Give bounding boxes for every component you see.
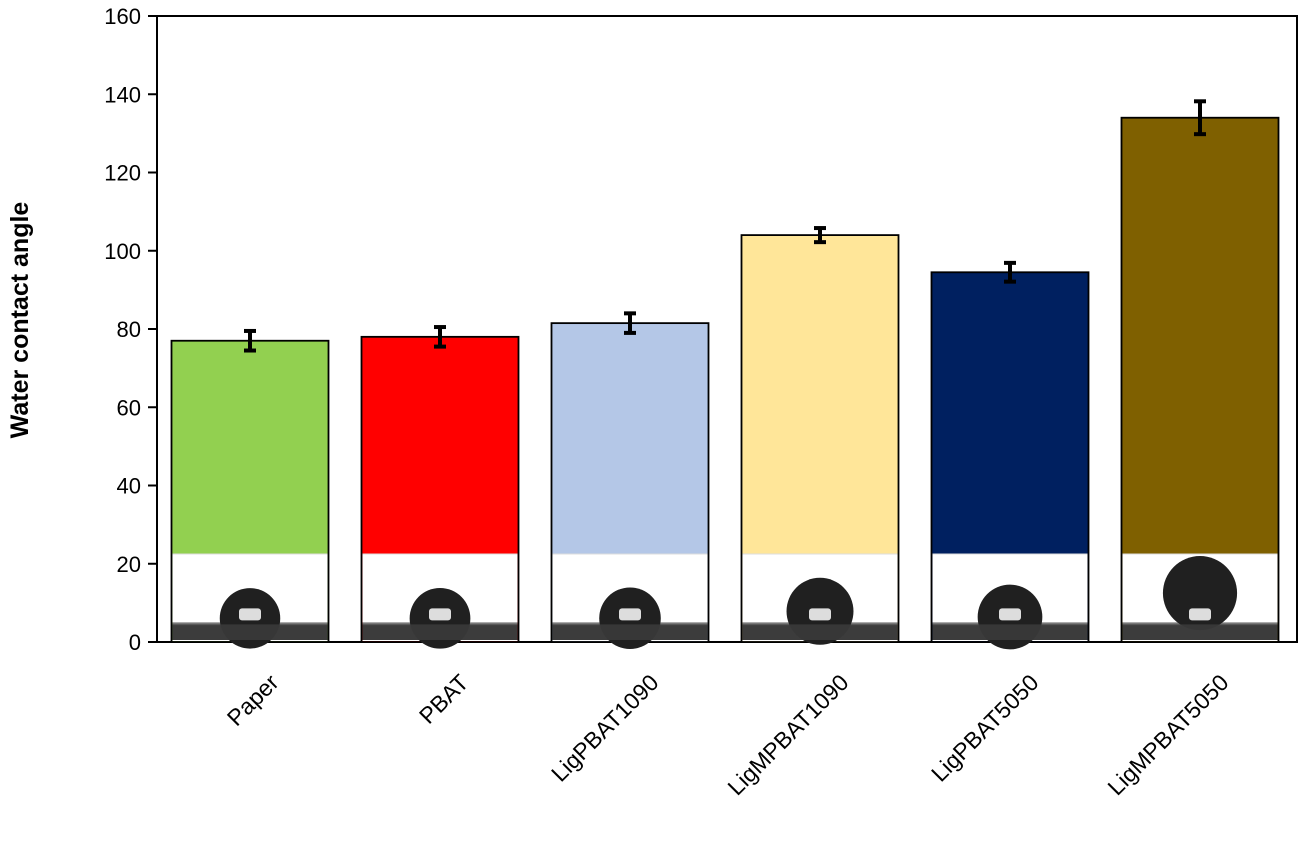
bar-group bbox=[552, 313, 709, 649]
droplet-photo bbox=[553, 554, 708, 649]
bar-group bbox=[172, 331, 329, 649]
bar-group bbox=[742, 228, 899, 645]
y-tick-label: 160 bbox=[104, 4, 141, 29]
x-category-label: LigPBAT1090 bbox=[546, 669, 664, 787]
droplet-photo bbox=[933, 554, 1088, 649]
droplet-photo bbox=[1123, 554, 1278, 641]
droplet-photo bbox=[743, 554, 898, 645]
x-category-label: LigPBAT5050 bbox=[926, 669, 1044, 787]
bar-group bbox=[932, 263, 1089, 649]
x-category-label: LigMPBAT1090 bbox=[722, 669, 853, 800]
bars bbox=[172, 101, 1279, 649]
bar-group bbox=[1122, 101, 1279, 642]
y-tick-label: 100 bbox=[104, 239, 141, 264]
y-tick-label: 60 bbox=[117, 395, 141, 420]
y-axis-title: Water contact angle bbox=[6, 202, 34, 439]
y-tick-label: 80 bbox=[117, 317, 141, 342]
x-category-label: LigMPBAT5050 bbox=[1102, 669, 1233, 800]
y-tick-label: 140 bbox=[104, 82, 141, 107]
y-tick-label: 20 bbox=[117, 552, 141, 577]
x-category-label: Paper bbox=[222, 669, 284, 731]
y-tick-label: 40 bbox=[117, 474, 141, 499]
y-tick-label: 0 bbox=[129, 630, 141, 655]
y-tick-label: 120 bbox=[104, 161, 141, 186]
droplet-photo bbox=[363, 554, 518, 649]
bar-group bbox=[362, 327, 519, 649]
droplet-photo bbox=[173, 554, 328, 649]
x-category-label: PBAT bbox=[414, 669, 474, 729]
